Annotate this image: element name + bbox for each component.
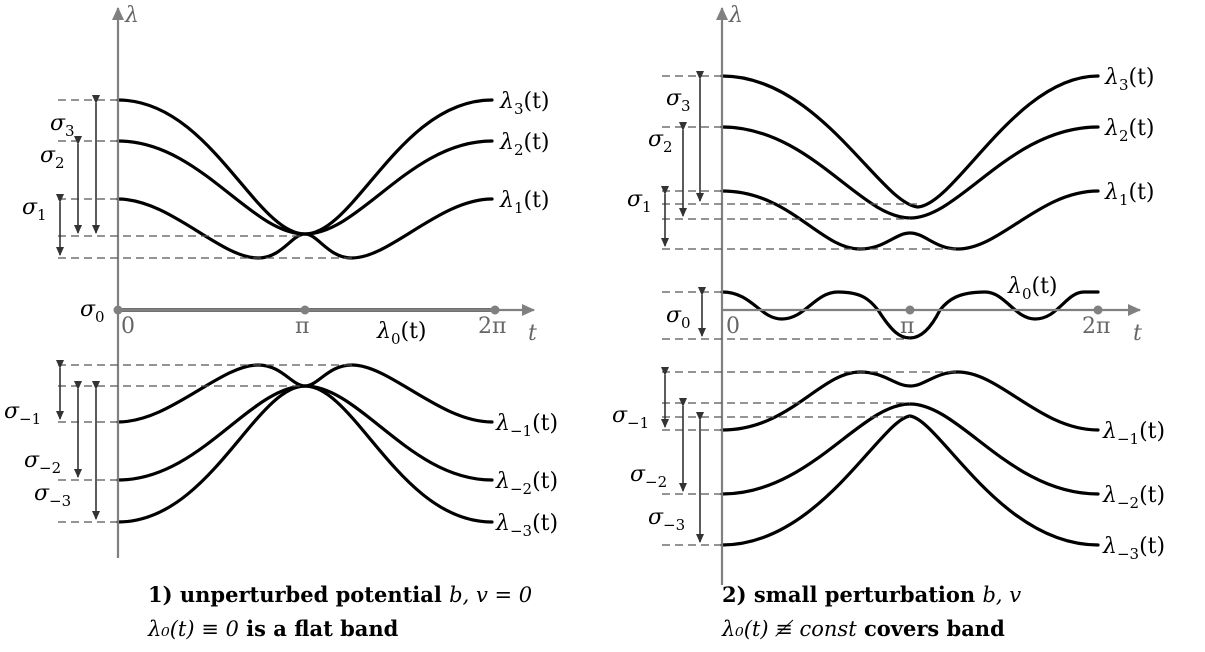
label-sigma-0: σ0 xyxy=(80,297,105,326)
pi-dot xyxy=(905,305,915,315)
label-sigma-0: σ0 xyxy=(666,303,691,332)
label-sigma-3: σ3 xyxy=(666,86,691,115)
curve-lambda-3 xyxy=(720,74,1100,209)
label-sigma-minus3: σ−3 xyxy=(34,481,71,510)
curve-lambda-3 xyxy=(116,98,494,236)
x-axis-label: t xyxy=(528,321,537,346)
label-sigma-1: σ1 xyxy=(22,195,47,224)
tick-0: 0 xyxy=(726,314,740,339)
curve-lambda-2 xyxy=(720,125,1100,220)
label-lambda-minus1: λ−1(t) xyxy=(1102,419,1165,448)
caption-2-line2: λ₀(t) ≢ const covers band xyxy=(721,616,1005,641)
label-lambda-0: λ0(t) xyxy=(1007,274,1058,303)
label-lambda-3: λ3(t) xyxy=(499,89,550,118)
curve-lambda-minus1 xyxy=(720,370,1100,432)
label-lambda-minus2: λ−2(t) xyxy=(495,469,558,498)
label-sigma-2: σ2 xyxy=(40,143,65,172)
curve-lambda-2 xyxy=(116,139,494,236)
pi-dot xyxy=(300,305,310,315)
tick-pi: π xyxy=(295,314,309,339)
curve-lambda-1 xyxy=(720,189,1100,251)
two-pi-dot xyxy=(1093,305,1103,315)
curve-lambda-minus2 xyxy=(720,402,1100,496)
tick-pi: π xyxy=(900,314,914,339)
label-lambda-2: λ2(t) xyxy=(1104,116,1155,145)
tick-2pi: 2π xyxy=(1082,314,1110,339)
label-lambda-1: λ1(t) xyxy=(499,188,550,217)
label-sigma-minus1: σ−1 xyxy=(612,403,649,432)
label-sigma-minus2: σ−2 xyxy=(24,448,61,477)
label-lambda-3: λ3(t) xyxy=(1104,65,1155,94)
label-sigma-minus3: σ−3 xyxy=(648,505,685,534)
label-sigma-2: σ2 xyxy=(648,127,673,156)
label-lambda-0: λ0(t) xyxy=(376,319,427,348)
label-lambda-minus1: λ−1(t) xyxy=(495,411,558,440)
label-lambda-1: λ1(t) xyxy=(1104,180,1155,209)
label-lambda-minus3: λ−3(t) xyxy=(495,511,558,540)
curve-lambda-minus3 xyxy=(116,384,494,524)
panel-unperturbed: λ t 0 π 2π λ3(t) λ2(t) λ1(t) λ0(t) λ−1(t… xyxy=(4,3,558,641)
panel-perturbed: λ t 0 π 2π λ3(t) λ2(t) λ1(t) λ0(t) λ−1(t… xyxy=(612,3,1165,641)
curve-lambda-0 xyxy=(720,290,1100,340)
caption-1-line1: 1) unperturbed potential b, v = 0 xyxy=(148,582,532,607)
two-pi-dot xyxy=(490,305,500,315)
x-axis-label: t xyxy=(1133,321,1142,346)
label-sigma-minus1: σ−1 xyxy=(4,399,41,428)
label-sigma-1: σ1 xyxy=(627,187,652,216)
label-sigma-3: σ3 xyxy=(50,111,75,140)
tick-2pi: 2π xyxy=(478,314,506,339)
label-lambda-2: λ2(t) xyxy=(499,130,550,159)
label-sigma-minus2: σ−2 xyxy=(630,462,667,491)
y-axis-label: λ xyxy=(124,3,139,28)
y-axis-label: λ xyxy=(728,3,743,28)
label-lambda-minus2: λ−2(t) xyxy=(1102,483,1165,512)
curve-lambda-1 xyxy=(116,197,494,260)
caption-2-line1: 2) small perturbation b, v xyxy=(722,582,1021,607)
origin-dot xyxy=(113,305,123,315)
curve-lambda-minus1 xyxy=(116,363,494,424)
caption-1-line2: λ₀(t) ≡ 0 is a flat band xyxy=(147,616,399,641)
curve-lambda-minus2 xyxy=(116,384,494,482)
label-lambda-minus3: λ−3(t) xyxy=(1102,534,1165,563)
curve-lambda-minus3 xyxy=(720,414,1100,547)
tick-0: 0 xyxy=(121,314,135,339)
